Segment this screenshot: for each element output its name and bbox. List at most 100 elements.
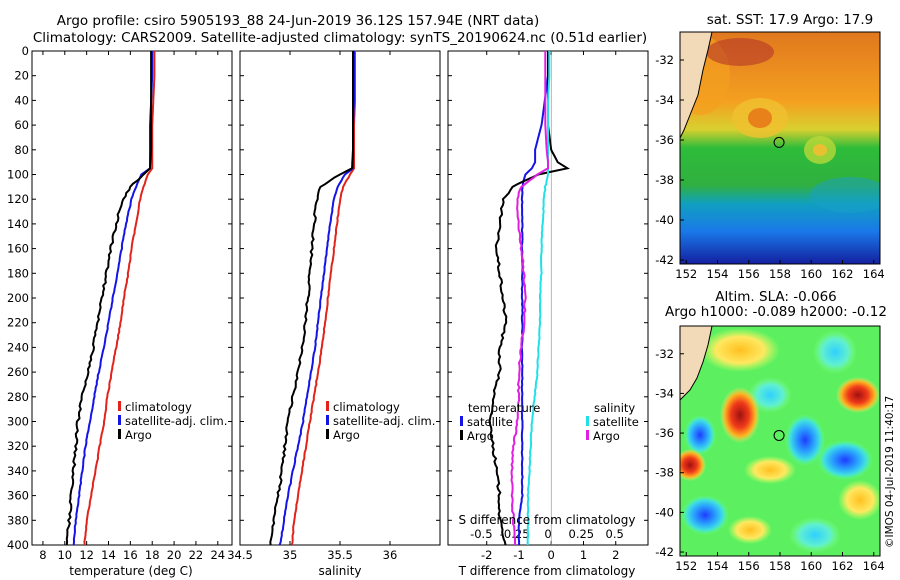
depth-tick-label: 40 [14,93,29,107]
legend-label-argo: Argo [125,428,152,442]
sla-map-ytick-label: -32 [655,347,674,361]
figure-title-line1: Argo profile: csiro 5905193_88 24-Jun-20… [57,13,539,29]
sla-anomaly [785,414,825,466]
legend-swatch-s-argo [586,430,589,440]
legend-label-s-satellite: satellite [593,415,639,429]
sla-anomaly [684,415,716,455]
sst-map-ytick-label: -40 [655,213,674,227]
sst-map-xtick-label: 164 [863,267,885,281]
t-difference-axis-ticks: -2 -1 0 1 2 [481,51,619,562]
temperature-legend: climatology satellite-adj. clim. Argo [118,400,227,442]
sla-map-ticks: 152 154 156 158 160 162 164 -32 -34 -36 -38 -40 -42 [655,347,885,573]
temperature-argo-line [65,51,153,545]
legend-swatch-t-satellite [460,416,463,426]
t-difference-tick-label: 0 [548,548,555,562]
depth-tick-label: 320 [7,439,29,453]
legend-label-s-argo: Argo [593,429,620,443]
s-difference-tick-label: 0 [544,527,551,541]
sla-anomaly [680,449,706,481]
depth-tick-label: 360 [7,489,29,503]
legend-title-temperature: temperature [468,401,540,415]
legend-swatch-t-argo [460,430,463,440]
s-difference-tick-label: -0.5 [470,527,492,541]
temperature-axis-ticks: 8 10 12 14 16 18 20 22 24 [39,51,225,562]
sst-map-xtick-label: 156 [738,267,760,281]
temperature-tick-label: 14 [101,548,116,562]
sst-map-xtick-label: 158 [769,267,791,281]
temperature-plot-frame [31,50,233,546]
sst-map-xtick-label: 162 [832,267,854,281]
temperature-tick-label: 10 [57,548,72,562]
difference-s-argo-line [510,51,549,545]
legend-label-t-argo: Argo [467,429,494,443]
sla-map-ytick-label: -42 [655,545,674,559]
salinity-climatology-line [290,51,356,545]
sla-map-xtick-label: 152 [675,559,697,573]
sla-anomaly [838,480,880,520]
t-difference-tick-label: 2 [612,548,619,562]
legend-label-satellite: satellite-adj. clim. [125,414,227,428]
difference-legend: temperature satellite Argo salinity sate… [460,401,639,443]
depth-tick-label: 140 [7,217,29,231]
difference-t-satellite-line [517,51,549,545]
temperature-tick-label: 16 [123,548,138,562]
sla-map-title: Altim. SLA: -0.066 [715,289,837,305]
t-difference-tick-label: -2 [481,548,492,562]
salinity-legend: climatology satellite-adj. clim. Argo [326,400,435,442]
depth-tick-label: 20 [14,69,29,83]
legend-title-salinity: salinity [594,401,635,415]
depth-axis-ticks: 0 20 40 60 80 100 120 140 160 180 200 220 240 260 280 3… [7,44,648,552]
salinity-tick-label: 36 [383,548,398,562]
sla-map-xtick-label: 156 [738,559,760,573]
sst-map-xtick-label: 154 [707,267,729,281]
legend-swatch-climatology [118,401,121,411]
difference-profile-lines [488,51,571,545]
sst-warm-eddy-core [748,108,772,128]
temperature-satellite-line [72,51,154,545]
salinity-axis-ticks: 34.5 35 35.5 36 [227,51,397,562]
legend-label-satellite: satellite-adj. clim. [333,414,435,428]
salinity-satellite-line [278,51,355,545]
sst-eddy-east-core [813,144,827,156]
sla-anomaly [789,517,841,553]
temperature-climatology-line [83,51,156,545]
legend-swatch-satellite [118,415,121,425]
copyright-stamp: ©IMOS 04-Jul-2019 11:40:17 [884,396,896,548]
sla-anomaly [748,377,792,413]
sla-map-xtick-label: 160 [800,559,822,573]
sla-map-xtick-label: 154 [707,559,729,573]
s-difference-axis-ticks: -0.5 -0.25 0 0.25 0.5 [470,527,624,541]
depth-tick-label: 60 [14,118,29,132]
difference-s-satellite-line [526,51,551,545]
sst-map-title: sat. SST: 17.9 Argo: 17.9 [707,12,874,28]
depth-tick-label: 100 [7,168,29,182]
depth-tick-label: 200 [7,291,29,305]
sst-cool-east [810,177,880,213]
temperature-tick-label: 20 [167,548,182,562]
sla-anomaly [744,456,796,484]
sst-argo-position-marker [773,136,785,148]
sla-anomaly [720,387,760,443]
sla-map-xtick-label: 162 [832,559,854,573]
temperature-tick-label: 18 [145,548,160,562]
sla-map-ytick-label: -40 [655,505,674,519]
sla-map-ytick-label: -34 [655,386,674,400]
difference-t-argo-line [488,51,571,545]
legend-swatch-climatology [326,401,329,411]
sla-land [680,326,712,400]
sla-argo-position-marker [773,429,785,441]
depth-tick-label: 160 [7,242,29,256]
depth-tick-label: 400 [7,538,29,552]
sla-anomaly [728,516,772,544]
sst-map [680,32,880,264]
temperature-profile-lines [65,51,156,545]
sla-anomaly [836,377,880,413]
temperature-tick-label: 22 [189,548,204,562]
sla-map-xtick-label: 158 [769,559,791,573]
temperature-tick-label: 12 [79,548,94,562]
depth-tick-label: 240 [7,340,29,354]
sla-map-xtick-label: 164 [863,559,885,573]
depth-tick-label: 260 [7,365,29,379]
sla-map-ytick-label: -38 [655,466,674,480]
depth-tick-label: 120 [7,192,29,206]
